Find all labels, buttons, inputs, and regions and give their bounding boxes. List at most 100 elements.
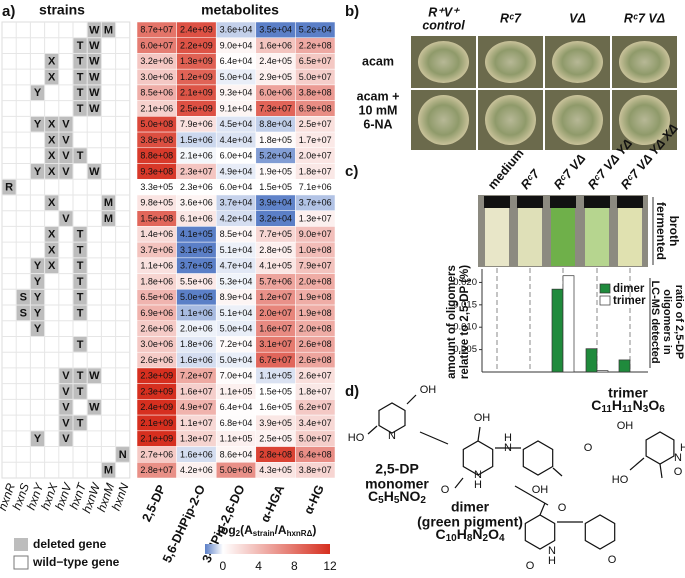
- ring: [584, 514, 616, 550]
- deleted-gene-letter: T: [77, 307, 84, 319]
- cell-value: 1.1e+06: [180, 308, 213, 318]
- deleted-gene-letter: W: [89, 402, 100, 414]
- deleted-gene-cell: [59, 415, 73, 431]
- tube-cap: [617, 196, 643, 208]
- cell-value: 3.9e+05: [259, 418, 292, 428]
- cell-value: 6.0e+04: [220, 151, 253, 161]
- ring: [378, 402, 406, 434]
- cell-value: 7.3e+07: [259, 103, 292, 113]
- deleted-gene-letter: X: [48, 260, 56, 272]
- deleted-gene-letter: W: [89, 87, 100, 99]
- colorbar-label-part: ): [312, 523, 316, 537]
- plate-row-label: 10 mM: [359, 103, 398, 117]
- deleted-gene-letter: R: [5, 182, 13, 194]
- cell-value: 1.6e+07: [259, 323, 292, 333]
- deleted-gene-cell: [59, 164, 73, 179]
- deleted-gene-letter: W: [89, 56, 100, 68]
- cell-value: 2.8e+05: [259, 245, 292, 255]
- cell-value: 1.5e+06: [180, 135, 213, 145]
- atom-label: HO: [612, 474, 629, 486]
- deleted-gene-letter: X: [48, 229, 56, 241]
- deleted-gene-letter: V: [62, 119, 70, 131]
- deleted-gene-cell: [73, 415, 87, 431]
- cell-value: 3.7e+04: [220, 198, 253, 208]
- heatmap-cell: [295, 462, 336, 479]
- cell-value: 6.9e+08: [299, 103, 332, 113]
- legend-wildtype-swatch: [13, 555, 29, 570]
- deleted-gene-cell: [45, 226, 59, 242]
- cell-value: 1.1e+07: [180, 418, 213, 428]
- deleted-gene-cell: [45, 258, 59, 274]
- cell-value: 3.0e+06: [140, 72, 173, 82]
- bond: [454, 477, 464, 489]
- deleted-gene-letter: T: [77, 150, 84, 162]
- y-axis-label: amount of oligomers: [446, 265, 458, 379]
- cell-value: 2.3e+09: [140, 371, 173, 381]
- atom-label: O: [608, 554, 617, 566]
- side-label: fermented: [654, 202, 668, 260]
- cell-value: 7.1e+06: [299, 182, 332, 192]
- cell-value: 4.9e+04: [220, 166, 253, 176]
- deleted-gene-cell: [101, 462, 116, 478]
- deleted-gene-letter: T: [77, 276, 84, 288]
- deleted-gene-letter: T: [77, 103, 84, 115]
- cell-value: 7.0e+04: [220, 371, 253, 381]
- cell-value: 1.8e+06: [140, 276, 173, 286]
- cell-value: 9.0e+04: [220, 40, 253, 50]
- deleted-gene-cell: [30, 321, 45, 336]
- bond: [367, 425, 378, 435]
- cell-value: 9.0e+07: [299, 229, 332, 239]
- deleted-gene-cell: [73, 289, 87, 305]
- deleted-gene-cell: [30, 431, 45, 447]
- cell-value: 1.6e+07: [180, 386, 213, 396]
- cell-value: 1.2e+09: [180, 72, 213, 82]
- deleted-gene-cell: [59, 132, 73, 148]
- cell-value: 2.1e+09: [140, 418, 173, 428]
- monomer-label: monomer: [365, 476, 429, 492]
- cell-value: 1.1e+05: [259, 371, 292, 381]
- colony: [485, 41, 536, 83]
- bond: [659, 463, 663, 479]
- tube-label: Rᶜ7 VΔ: [551, 151, 588, 192]
- cell-value: 2.4e+09: [180, 25, 213, 35]
- atom-label: O: [584, 442, 593, 454]
- strains-title: strains: [39, 2, 85, 18]
- cell-value: 2.1e+06: [140, 103, 173, 113]
- deleted-gene-letter: X: [48, 244, 56, 256]
- deleted-gene-letter: V: [62, 386, 70, 398]
- cell-value: 5.0e+08: [140, 119, 173, 129]
- ring: [522, 440, 554, 476]
- deleted-gene-cell: [87, 53, 101, 69]
- cell-value: 2.6e+06: [140, 323, 173, 333]
- cell-value: 1.8e+07: [299, 386, 332, 396]
- colorbar-tick: 12: [323, 559, 337, 573]
- deleted-gene-cell: [87, 368, 101, 384]
- deleted-gene-letter: T: [77, 260, 84, 272]
- atom-label: H: [548, 555, 556, 567]
- cell-value: 1.6e+06: [180, 355, 213, 365]
- cell-value: 5.0e+07: [299, 434, 332, 444]
- cell-value: 6.4e+04: [220, 402, 253, 412]
- cell-value: 5.2e+04: [259, 151, 292, 161]
- cell-value: 3.2e+04: [259, 213, 292, 223]
- colorbar-tick: 4: [255, 559, 262, 573]
- deleted-gene-letter: W: [89, 71, 100, 83]
- deleted-gene-letter: X: [48, 134, 56, 146]
- legend-deleted-swatch: [14, 538, 28, 551]
- deleted-gene-letter: S: [20, 307, 27, 319]
- tube-cap: [550, 196, 576, 208]
- deleted-gene-cell: [87, 164, 101, 179]
- tube: [618, 208, 642, 266]
- deleted-gene-cell: [87, 101, 101, 116]
- cell-value: 2.1e+09: [140, 434, 173, 444]
- deleted-gene-letter: M: [104, 24, 113, 36]
- cell-value: 2.8e+07: [140, 465, 173, 475]
- deleted-gene-letter: T: [77, 292, 84, 304]
- legend-deleted: deleted gene: [33, 537, 107, 551]
- cell-value: 3.3e+05: [140, 182, 173, 192]
- deleted-gene-letter: W: [89, 103, 100, 115]
- deleted-gene-cell: [87, 85, 101, 101]
- deleted-gene-cell: [59, 116, 73, 132]
- atom-label: H: [504, 432, 512, 444]
- colony: [619, 41, 670, 83]
